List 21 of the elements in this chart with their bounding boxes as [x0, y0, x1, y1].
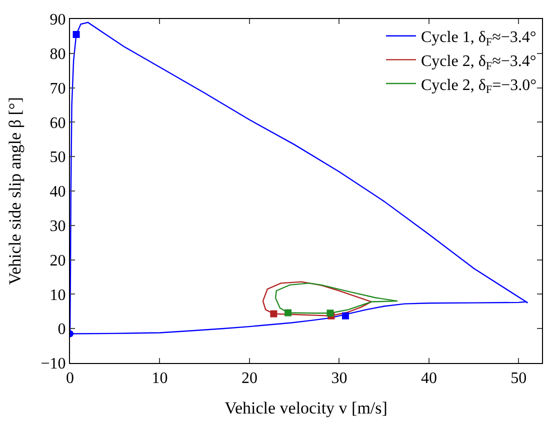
y-tick-label: 20 — [50, 252, 66, 270]
y-tick-label: 0 — [58, 321, 66, 338]
y-tick-label: 50 — [50, 149, 66, 166]
y-tick-label: −10 — [40, 356, 66, 373]
y-tick-label: 10 — [50, 286, 66, 304]
legend-label: Cycle 2, δ$_{F}$=−3.0° — [421, 76, 537, 96]
y-tick-label: 80 — [50, 46, 66, 63]
y-tick-label: 40 — [50, 184, 66, 201]
x-tick-label: 20 — [241, 370, 258, 388]
x-axis-title: Vehicle velocity v [m/s] — [224, 398, 388, 418]
x-tick-label: 10 — [152, 370, 168, 388]
x-tick-label: 30 — [331, 370, 348, 388]
legend-label: Cycle 1, δ$_{F}$≈−3.4° — [421, 29, 536, 48]
y-tick-label: 30 — [50, 218, 66, 235]
y-tick-label: 70 — [50, 80, 66, 98]
legend-label: Cycle 2, δ$_{F}$≈−3.4° — [421, 52, 536, 72]
y-tick-label: 90 — [50, 12, 66, 29]
x-tick-label: 50 — [510, 370, 527, 388]
x-tick-label: 40 — [420, 370, 437, 388]
y-tick-label: 60 — [50, 114, 66, 132]
y-axis-title: Vehicle side slip angle β [°] — [5, 97, 24, 285]
